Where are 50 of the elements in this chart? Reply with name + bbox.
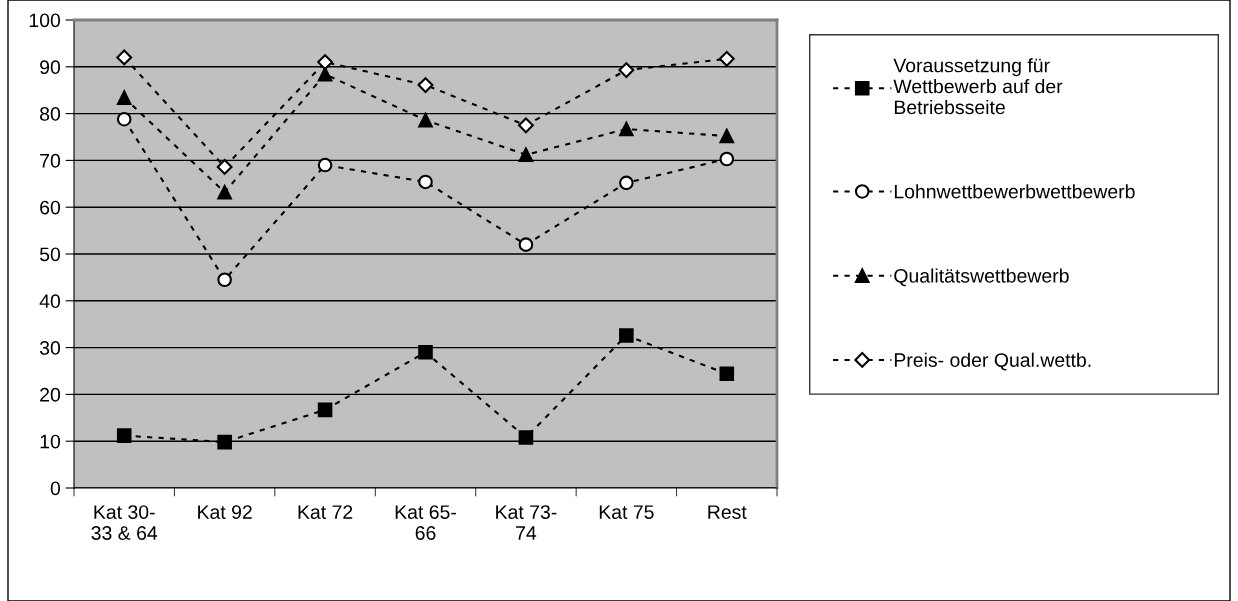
point bbox=[518, 147, 534, 163]
y-tick-label: 10 bbox=[40, 434, 61, 449]
legend-label: Preis- oder Qual.wettb. bbox=[894, 352, 1091, 371]
point bbox=[619, 328, 634, 343]
point bbox=[116, 49, 133, 66]
y-tick-label: 100 bbox=[29, 13, 61, 28]
point bbox=[718, 50, 735, 67]
y-tick-label: 30 bbox=[39, 341, 61, 355]
point bbox=[217, 184, 232, 200]
y-tick-label: 60 bbox=[40, 200, 61, 215]
point bbox=[116, 111, 132, 127]
point bbox=[317, 54, 333, 71]
y-tick-label: 80 bbox=[40, 107, 61, 121]
point bbox=[417, 77, 434, 93]
point bbox=[418, 344, 433, 360]
y-tick-label: 90 bbox=[40, 60, 61, 75]
legend-label: Voraussetzung für Wettbewerb auf der Betriebsseite bbox=[893, 58, 1063, 115]
point bbox=[518, 237, 534, 252]
point bbox=[317, 402, 333, 418]
y-tick-label: 70 bbox=[40, 153, 61, 168]
legend-label: Lohnwettbewerbwettbewerb bbox=[894, 184, 1135, 199]
point bbox=[217, 272, 232, 288]
x-tick-label: Rest bbox=[708, 505, 747, 519]
point bbox=[719, 151, 735, 167]
point bbox=[618, 62, 635, 78]
x-tick-label: Kat 30- 33 & 64 bbox=[91, 505, 158, 540]
point bbox=[418, 112, 433, 128]
point bbox=[619, 121, 634, 137]
x-tick-label: Kat 72 bbox=[298, 505, 353, 519]
point bbox=[217, 434, 232, 450]
point bbox=[116, 90, 132, 105]
y-tick-label: 20 bbox=[40, 387, 61, 402]
point bbox=[418, 174, 433, 190]
point bbox=[619, 175, 634, 191]
x-tick-label: Kat 75 bbox=[599, 505, 654, 519]
point bbox=[518, 430, 534, 445]
legend-label: Qualitätswettbewerb bbox=[894, 268, 1069, 287]
x-tick-label: Kat 92 bbox=[198, 505, 252, 519]
point bbox=[518, 117, 534, 134]
point bbox=[719, 366, 735, 382]
x-tick-label: Kat 65- 66 bbox=[395, 505, 456, 540]
x-tick-label: Kat 73- 74 bbox=[496, 505, 557, 540]
point bbox=[116, 428, 132, 443]
point bbox=[317, 67, 333, 82]
point bbox=[216, 159, 233, 175]
point bbox=[719, 128, 735, 144]
point bbox=[317, 157, 333, 173]
y-tick-label: 40 bbox=[39, 294, 61, 309]
y-tick-label: 0 bbox=[50, 481, 61, 496]
y-tick-label: 50 bbox=[39, 247, 61, 262]
